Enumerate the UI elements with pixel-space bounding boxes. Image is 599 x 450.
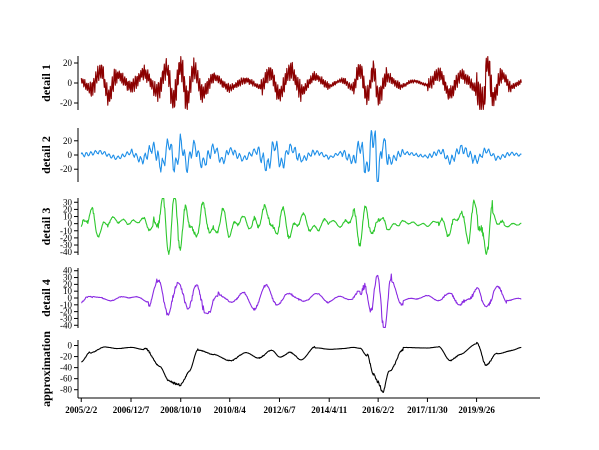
y-axis-label: detail 1 <box>39 64 53 102</box>
y-tick-label: 0 <box>68 150 73 160</box>
y-tick-label: -20 <box>60 352 72 362</box>
y-tick-label: -10 <box>60 300 72 310</box>
x-tick-label: 2006/12/7 <box>113 405 150 415</box>
y-tick-label: -30 <box>60 240 72 250</box>
x-tick-label: 2005/2/2 <box>65 405 98 415</box>
y-tick-label: 20 <box>63 204 73 214</box>
y-tick-label: -10 <box>60 226 72 236</box>
x-tick-label: 2019/9/26 <box>458 405 495 415</box>
series-line-3 <box>80 197 522 255</box>
series-line-5 <box>81 341 522 393</box>
x-tick-label: 2016/2/2 <box>362 405 395 415</box>
panel-5: -80-60-40-200 approximation <box>39 331 522 407</box>
x-tick-label: 2014/4/11 <box>311 405 348 415</box>
y-tick-label: -40 <box>60 320 72 330</box>
y-tick-label: 20 <box>63 136 73 146</box>
x-tick-label: 2017/11/30 <box>407 405 448 415</box>
y-tick-label: -40 <box>60 363 72 373</box>
y-tick-label: -20 <box>60 307 72 317</box>
y-axis-label: detail 2 <box>39 136 53 174</box>
y-axis-label: detail 4 <box>39 279 53 317</box>
y-tick-label: 20 <box>63 279 73 289</box>
y-tick-label: -80 <box>60 385 72 395</box>
series-line-1 <box>80 55 522 111</box>
y-tick-label: 40 <box>63 266 73 276</box>
panel-2: -20 0 20 detail 2 <box>39 128 522 183</box>
y-tick-label: 0 <box>68 293 73 303</box>
y-tick-label: 10 <box>63 212 73 222</box>
y-tick-label: 20 <box>63 58 73 68</box>
y-tick-label: -20 <box>60 233 72 243</box>
x-axis: 2005/2/2 2006/12/7 2008/10/10 2010/8/4 2012/… <box>65 397 540 415</box>
y-tick-label: 0 <box>68 341 73 351</box>
y-tick-label: -20 <box>60 164 72 174</box>
y-tick-label: -20 <box>60 98 72 108</box>
y-tick-label: 10 <box>63 286 73 296</box>
y-tick-label: -40 <box>60 247 72 257</box>
x-tick-label: 2008/10/10 <box>160 405 202 415</box>
series-line-2 <box>80 129 522 183</box>
y-tick-label: 30 <box>63 273 73 283</box>
series-line-4 <box>81 273 522 328</box>
x-tick-label: 2012/6/7 <box>263 405 296 415</box>
y-tick-label: 0 <box>68 219 73 229</box>
y-axis-label: approximation <box>39 331 53 407</box>
panel-1: -20 0 20 detail 1 <box>39 55 522 111</box>
y-tick-label: -60 <box>60 374 72 384</box>
y-axis-label: detail 3 <box>39 208 53 246</box>
y-tick-label: 30 <box>63 197 73 207</box>
y-tick-label: -30 <box>60 313 72 323</box>
y-tick-label: 0 <box>68 78 73 88</box>
x-tick-label: 2010/8/4 <box>214 405 247 415</box>
